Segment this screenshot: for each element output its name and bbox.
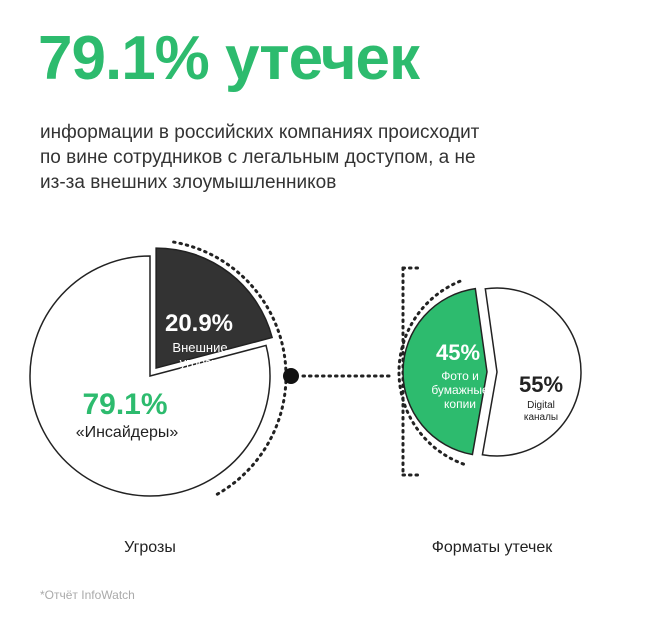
formats-dotted-arc bbox=[397, 278, 465, 466]
external-value-label: 20.9% bbox=[165, 310, 233, 337]
insiders-slice-label: «Инсайдеры» bbox=[76, 424, 179, 441]
external-slice-label: Внешние угрозы bbox=[172, 340, 227, 370]
headline: 79.1% утечек bbox=[38, 24, 420, 93]
digital-slice-label: Digital каналы bbox=[524, 400, 558, 423]
slice-digital bbox=[481, 287, 582, 457]
footnote: *Отчёт InfoWatch bbox=[40, 588, 135, 602]
photo-paper-slice-label: Фото и бумажные копии bbox=[431, 369, 489, 411]
formats-pie: 45% Фото и бумажные копии 55% Digital канал… bbox=[397, 278, 582, 466]
slice-photo-paper bbox=[402, 287, 488, 456]
photo-paper-value-label: 45% bbox=[436, 340, 480, 365]
subtitle: информации в российских компаниях происх… bbox=[40, 122, 480, 193]
connector-dot bbox=[283, 368, 299, 384]
threats-dotted-arc bbox=[172, 240, 288, 498]
insiders-value-label: 79.1% bbox=[82, 388, 167, 421]
threats-caption: Угрозы bbox=[124, 539, 176, 556]
digital-value-label: 55% bbox=[519, 372, 563, 397]
slice-insiders bbox=[29, 255, 271, 497]
formats-caption: Форматы утечек bbox=[432, 539, 554, 556]
threats-pie: 20.9% Внешние угрозы 79.1% «Инсайдеры» bbox=[29, 240, 288, 498]
slice-external bbox=[155, 247, 274, 370]
